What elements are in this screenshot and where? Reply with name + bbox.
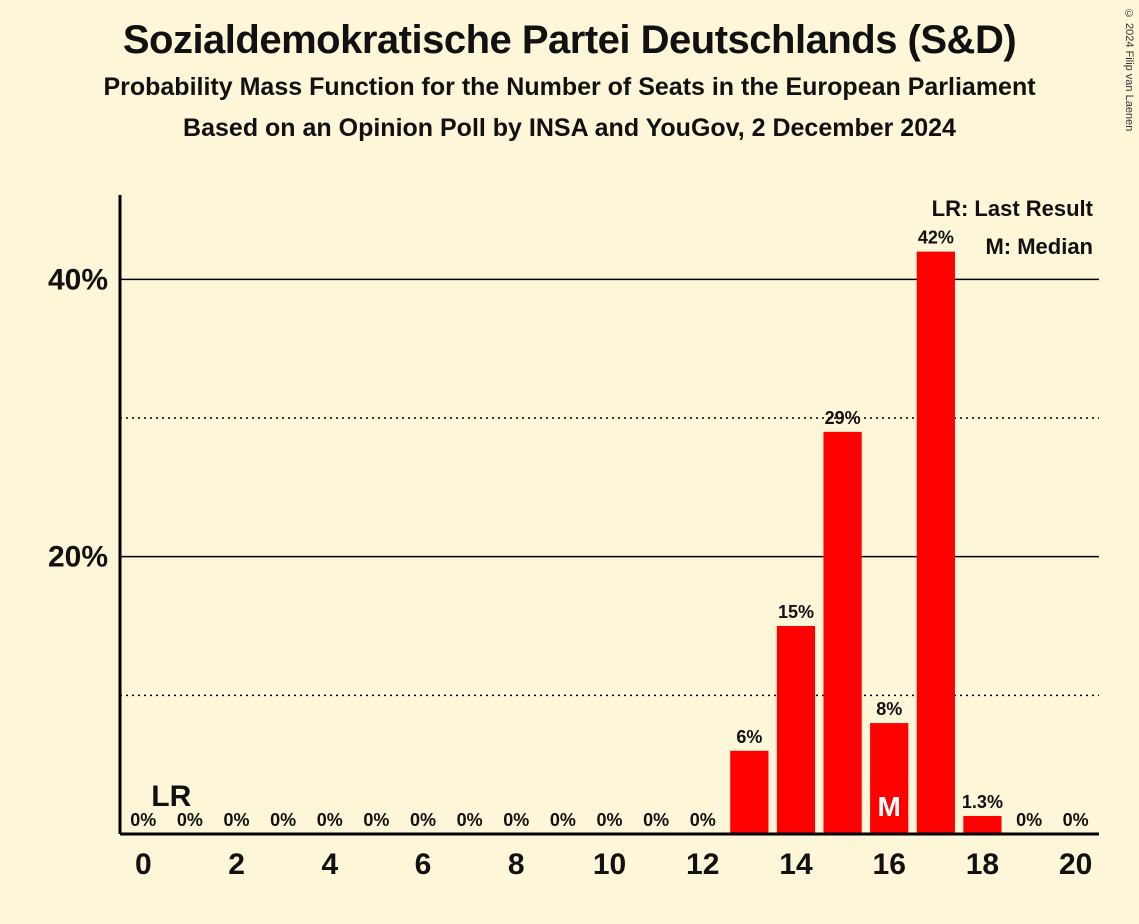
bar-value-label: 0% — [130, 810, 156, 830]
bar-value-label: 0% — [503, 810, 529, 830]
bar-value-label: 1.3% — [962, 792, 1003, 812]
x-tick-label: 10 — [593, 848, 626, 881]
bar-value-label: 0% — [690, 810, 716, 830]
x-tick-label: 18 — [966, 848, 999, 881]
bar-value-label: 42% — [918, 228, 954, 248]
legend-median: M: Median — [985, 234, 1093, 259]
y-tick-label: 40% — [48, 263, 108, 296]
bar-value-label: 0% — [410, 810, 436, 830]
bar — [777, 626, 815, 834]
chart-subtitle-2: Based on an Opinion Poll by INSA and You… — [0, 114, 1139, 143]
chart-title: Sozialdemokratische Partei Deutschlands … — [0, 18, 1139, 63]
bar-value-label: 15% — [778, 602, 814, 622]
x-tick-label: 20 — [1059, 848, 1092, 881]
legend-lr: LR: Last Result — [932, 196, 1094, 221]
bar — [963, 816, 1001, 834]
bar-value-label: 0% — [363, 810, 389, 830]
median-marker: M — [878, 791, 901, 822]
header: Sozialdemokratische Partei Deutschlands … — [0, 0, 1139, 143]
bar-value-label: 0% — [224, 810, 250, 830]
x-tick-label: 8 — [508, 848, 525, 881]
lr-marker: LR — [151, 780, 191, 813]
x-tick-label: 0 — [135, 848, 152, 881]
bar-value-label: 29% — [825, 408, 861, 428]
bar — [823, 432, 861, 834]
bar — [730, 751, 768, 834]
chart-svg: 0% 0% 0% 0% 0% 0% 0% 0% 0% 0% 0% 0% 0% 6% 15% 29% 8% 42% 1… — [30, 190, 1109, 894]
y-tick-label: 20% — [48, 541, 108, 574]
bar-value-label: 8% — [876, 699, 902, 719]
pmf-chart: 0% 0% 0% 0% 0% 0% 0% 0% 0% 0% 0% 0% 0% 6% 15% 29% 8% 42% 1… — [30, 190, 1109, 894]
bar-value-label: 0% — [177, 810, 203, 830]
bar-value-label: 0% — [317, 810, 343, 830]
bar-value-label: 0% — [596, 810, 622, 830]
bar-value-label: 0% — [550, 810, 576, 830]
bar — [917, 252, 955, 834]
x-tick-label: 4 — [321, 848, 338, 881]
bar-value-label: 0% — [1016, 810, 1042, 830]
copyright-note: © 2024 Filip van Laenen — [1123, 8, 1135, 131]
x-tick-label: 6 — [415, 848, 432, 881]
chart-subtitle-1: Probability Mass Function for the Number… — [0, 73, 1139, 102]
bar-value-label: 0% — [270, 810, 296, 830]
bar-value-label: 0% — [457, 810, 483, 830]
x-tick-label: 2 — [228, 848, 245, 881]
x-tick-label: 12 — [686, 848, 719, 881]
x-tick-label: 14 — [779, 848, 813, 881]
bar-value-label: 0% — [1063, 810, 1089, 830]
x-tick-label: 16 — [873, 848, 906, 881]
bar-value-label: 6% — [736, 727, 762, 747]
bar-value-label: 0% — [643, 810, 669, 830]
